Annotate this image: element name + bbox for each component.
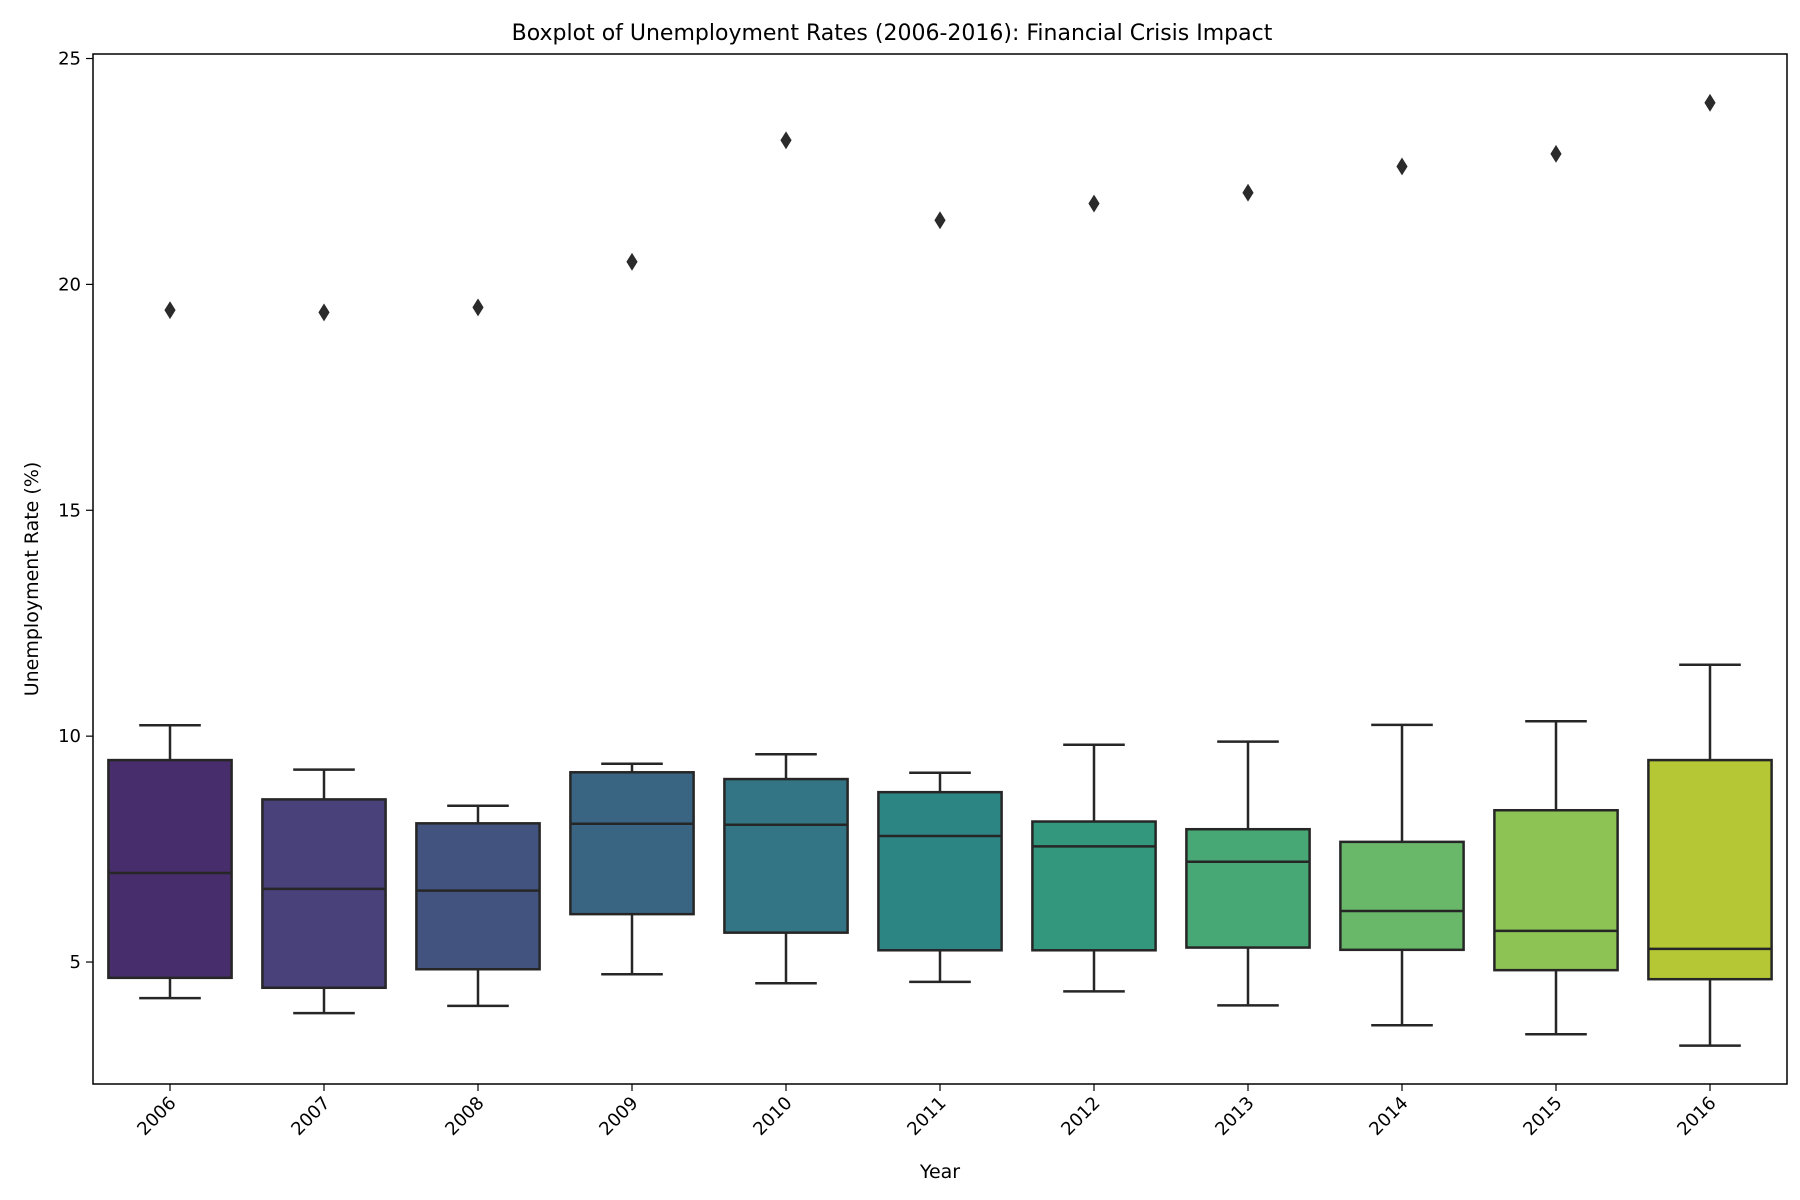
box-iqr [1031, 820, 1157, 952]
box-iqr [1493, 808, 1619, 972]
outlier-point [780, 131, 792, 150]
x-tick-label: 2016 [1673, 1093, 1720, 1140]
box-iqr [1185, 827, 1311, 949]
y-tick-label: 20 [58, 274, 81, 295]
outlier-point [934, 211, 946, 230]
box-2006 [107, 301, 233, 1000]
box-iqr [877, 790, 1003, 952]
x-tick-label: 2006 [133, 1093, 180, 1140]
box-2007 [261, 303, 387, 1015]
box-iqr [107, 758, 233, 980]
y-axis-ticks: 5 10 15 20 25 [58, 49, 93, 973]
box-iqr [1647, 758, 1773, 981]
x-tick-label: 2014 [1365, 1093, 1412, 1140]
box-2008 [415, 298, 541, 1008]
outlier-point [1396, 157, 1408, 176]
outlier-point [472, 298, 484, 317]
x-tick-label: 2008 [441, 1093, 488, 1140]
box-2014 [1339, 157, 1465, 1027]
x-axis-label: Year [919, 1161, 960, 1183]
y-tick-label: 25 [58, 49, 81, 70]
box-2012 [1031, 194, 1157, 993]
x-tick-label: 2013 [1211, 1093, 1258, 1140]
box-2016 [1647, 93, 1773, 1047]
box-iqr [723, 777, 849, 934]
outlier-point [1550, 144, 1562, 163]
box-2011 [877, 211, 1003, 984]
box-iqr [569, 771, 695, 916]
y-axis-label: Unemployment Rate (%) [21, 462, 43, 697]
chart-title: Boxplot of Unemployment Rates (2006-2016… [512, 21, 1273, 46]
outlier-point [626, 252, 638, 271]
box-2009 [569, 252, 695, 976]
outlier-point [1242, 183, 1254, 202]
outlier-point [318, 303, 330, 322]
x-tick-label: 2007 [287, 1093, 334, 1140]
box-2010 [723, 131, 849, 985]
box-iqr [261, 798, 387, 990]
outlier-point [1088, 194, 1100, 213]
x-tick-label: 2010 [749, 1093, 796, 1140]
outlier-point [164, 301, 176, 320]
y-tick-label: 10 [58, 726, 81, 747]
x-axis-ticks: 2006 2007 2008 2009 2010 2011 2012 2013 2014 2015… [133, 1084, 1721, 1140]
box-series [107, 93, 1773, 1047]
y-tick-label: 15 [58, 500, 81, 521]
outlier-point [1704, 93, 1716, 112]
x-tick-label: 2015 [1519, 1093, 1566, 1140]
y-tick-label: 5 [70, 952, 81, 973]
x-tick-label: 2011 [903, 1093, 950, 1140]
x-tick-label: 2009 [595, 1093, 642, 1140]
plot-area-frame [92, 53, 1788, 1085]
x-tick-label: 2012 [1057, 1093, 1104, 1140]
box-iqr [415, 822, 541, 971]
box-2015 [1493, 144, 1619, 1036]
box-iqr [1339, 840, 1465, 952]
box-2013 [1185, 183, 1311, 1007]
